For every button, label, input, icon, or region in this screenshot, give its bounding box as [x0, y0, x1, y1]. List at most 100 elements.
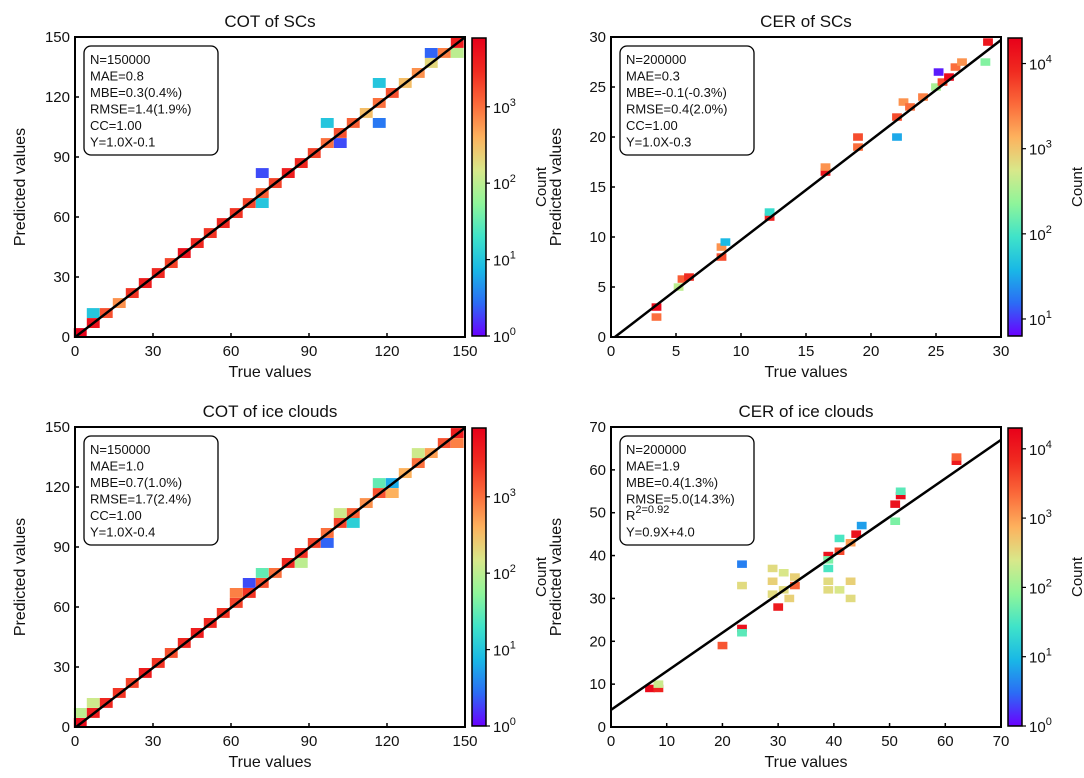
heatmap-cell	[320, 118, 334, 128]
colorbar-label: Count	[533, 166, 550, 207]
y-tick-label: 0	[598, 719, 606, 736]
y-tick-label: 5	[598, 279, 606, 296]
heatmap-cell	[411, 448, 425, 458]
heatmap-cell	[242, 578, 256, 588]
stats-box-frame	[83, 435, 219, 546]
heatmap-cell	[333, 138, 347, 148]
colorbar	[471, 427, 487, 727]
heatmap-cell	[823, 586, 834, 594]
heatmap-cell	[767, 590, 778, 598]
x-tick-label: 30	[145, 733, 162, 750]
heatmap-cell	[834, 534, 845, 543]
stats-line: RMSE=1.7(2.4%)	[90, 492, 192, 507]
x-tick-label: 50	[881, 733, 898, 750]
stats-line: MBE=0.7(1.0%)	[90, 475, 182, 490]
heatmap-cell	[892, 113, 902, 121]
heatmap-cell	[790, 581, 800, 590]
stats-line: MAE=1.9	[626, 459, 680, 474]
colorbar-label: Count	[1069, 556, 1084, 597]
x-tick-label: 150	[452, 733, 477, 750]
x-tick-label: 120	[374, 343, 399, 360]
x-tick-label: 20	[863, 343, 880, 360]
heatmap-cell	[320, 538, 334, 548]
stats-line: CC=1.00	[90, 508, 142, 523]
stats-line: RMSE=1.4(1.9%)	[90, 102, 192, 117]
axes-frame	[610, 426, 1002, 728]
x-tick-label: 10	[658, 733, 675, 750]
y-tick-label: 90	[53, 149, 70, 166]
stats-line: N=200000	[626, 442, 686, 457]
heatmap-cell	[823, 551, 834, 560]
colorbar-tick-label: 102	[493, 173, 516, 193]
heatmap-cell	[767, 577, 778, 585]
stats-line: Y=0.9X+4.0	[626, 525, 695, 540]
heatmap-cell	[651, 313, 662, 321]
stats-box-frame	[83, 45, 219, 156]
heatmap-cell	[778, 569, 789, 577]
stats-line: MBE=0.3(0.4%)	[90, 85, 182, 100]
colorbar-tick-label: 100	[493, 326, 516, 346]
x-tick-label: 0	[607, 343, 615, 360]
heatmap-cell	[255, 198, 269, 208]
heatmap-cell	[229, 588, 243, 598]
y-tick-label: 30	[589, 590, 606, 607]
y-axis-label: Predicted values	[12, 128, 29, 246]
y-tick-label: 0	[62, 329, 70, 346]
heatmap-cell	[684, 273, 694, 281]
colorbar-tick-label: 104	[1029, 54, 1052, 74]
stats-line: N=150000	[90, 442, 150, 457]
heatmap-cell	[450, 48, 464, 58]
heatmap-cell	[737, 581, 747, 590]
y-tick-label: 60	[589, 462, 606, 479]
x-tick-label: 25	[928, 343, 945, 360]
fit-line	[75, 427, 465, 727]
stats-line: MAE=1.0	[90, 459, 144, 474]
colorbar-tick-label: 103	[1029, 139, 1052, 159]
x-tick-label: 30	[145, 343, 162, 360]
axes-frame	[74, 36, 466, 338]
x-tick-label: 60	[937, 733, 954, 750]
heatmap-cell	[716, 243, 727, 251]
x-tick-label: 60	[223, 733, 240, 750]
heatmap-cell	[820, 168, 831, 176]
colorbar-tick-label: 102	[1029, 224, 1052, 244]
stats-line: RMSE=5.0(14.3%)	[626, 492, 735, 507]
heatmap-cell	[737, 624, 747, 633]
colorbar-tick-label: 104	[1029, 439, 1052, 459]
heatmap-cell	[937, 78, 948, 86]
colorbar-tick-label: 101	[1029, 647, 1052, 667]
y-tick-label: 120	[45, 89, 70, 106]
heatmap-cell	[294, 558, 308, 568]
x-axis-label: True values	[229, 754, 312, 771]
heatmap-cell	[834, 586, 845, 594]
heatmap-cell	[767, 564, 778, 573]
heatmap-cell	[86, 308, 100, 318]
heatmap-cell	[784, 594, 795, 603]
panel-4: 0 10 20 30 40 50 60 70 0 10 20 30 40 50 60 70 CER of ice…	[548, 402, 1084, 771]
colorbar-tick-label: 102	[1029, 577, 1052, 597]
y-tick-label: 20	[589, 633, 606, 650]
y-tick-label: 150	[45, 29, 70, 46]
stats-line: N=200000	[626, 52, 686, 67]
colorbar-tick-label: 100	[1029, 716, 1052, 736]
heatmap-cell	[717, 641, 728, 650]
heatmap-cell	[944, 73, 954, 81]
y-tick-label: 40	[589, 548, 606, 565]
heatmap-cell	[983, 38, 993, 46]
stats-line: CC=1.00	[626, 118, 678, 133]
heatmap-cell	[73, 708, 87, 718]
x-tick-label: 30	[993, 343, 1010, 360]
axes-frame	[74, 426, 466, 728]
heatmap-cell	[653, 680, 664, 688]
heatmap-cell	[980, 58, 991, 66]
heatmap-cell	[645, 684, 655, 693]
y-tick-label: 25	[589, 79, 606, 96]
heatmap-cell	[653, 684, 664, 693]
y-tick-label: 30	[53, 269, 70, 286]
colorbar-tick-label: 103	[493, 97, 516, 117]
heatmap-cell	[890, 500, 901, 508]
heatmap-cell	[823, 577, 834, 585]
